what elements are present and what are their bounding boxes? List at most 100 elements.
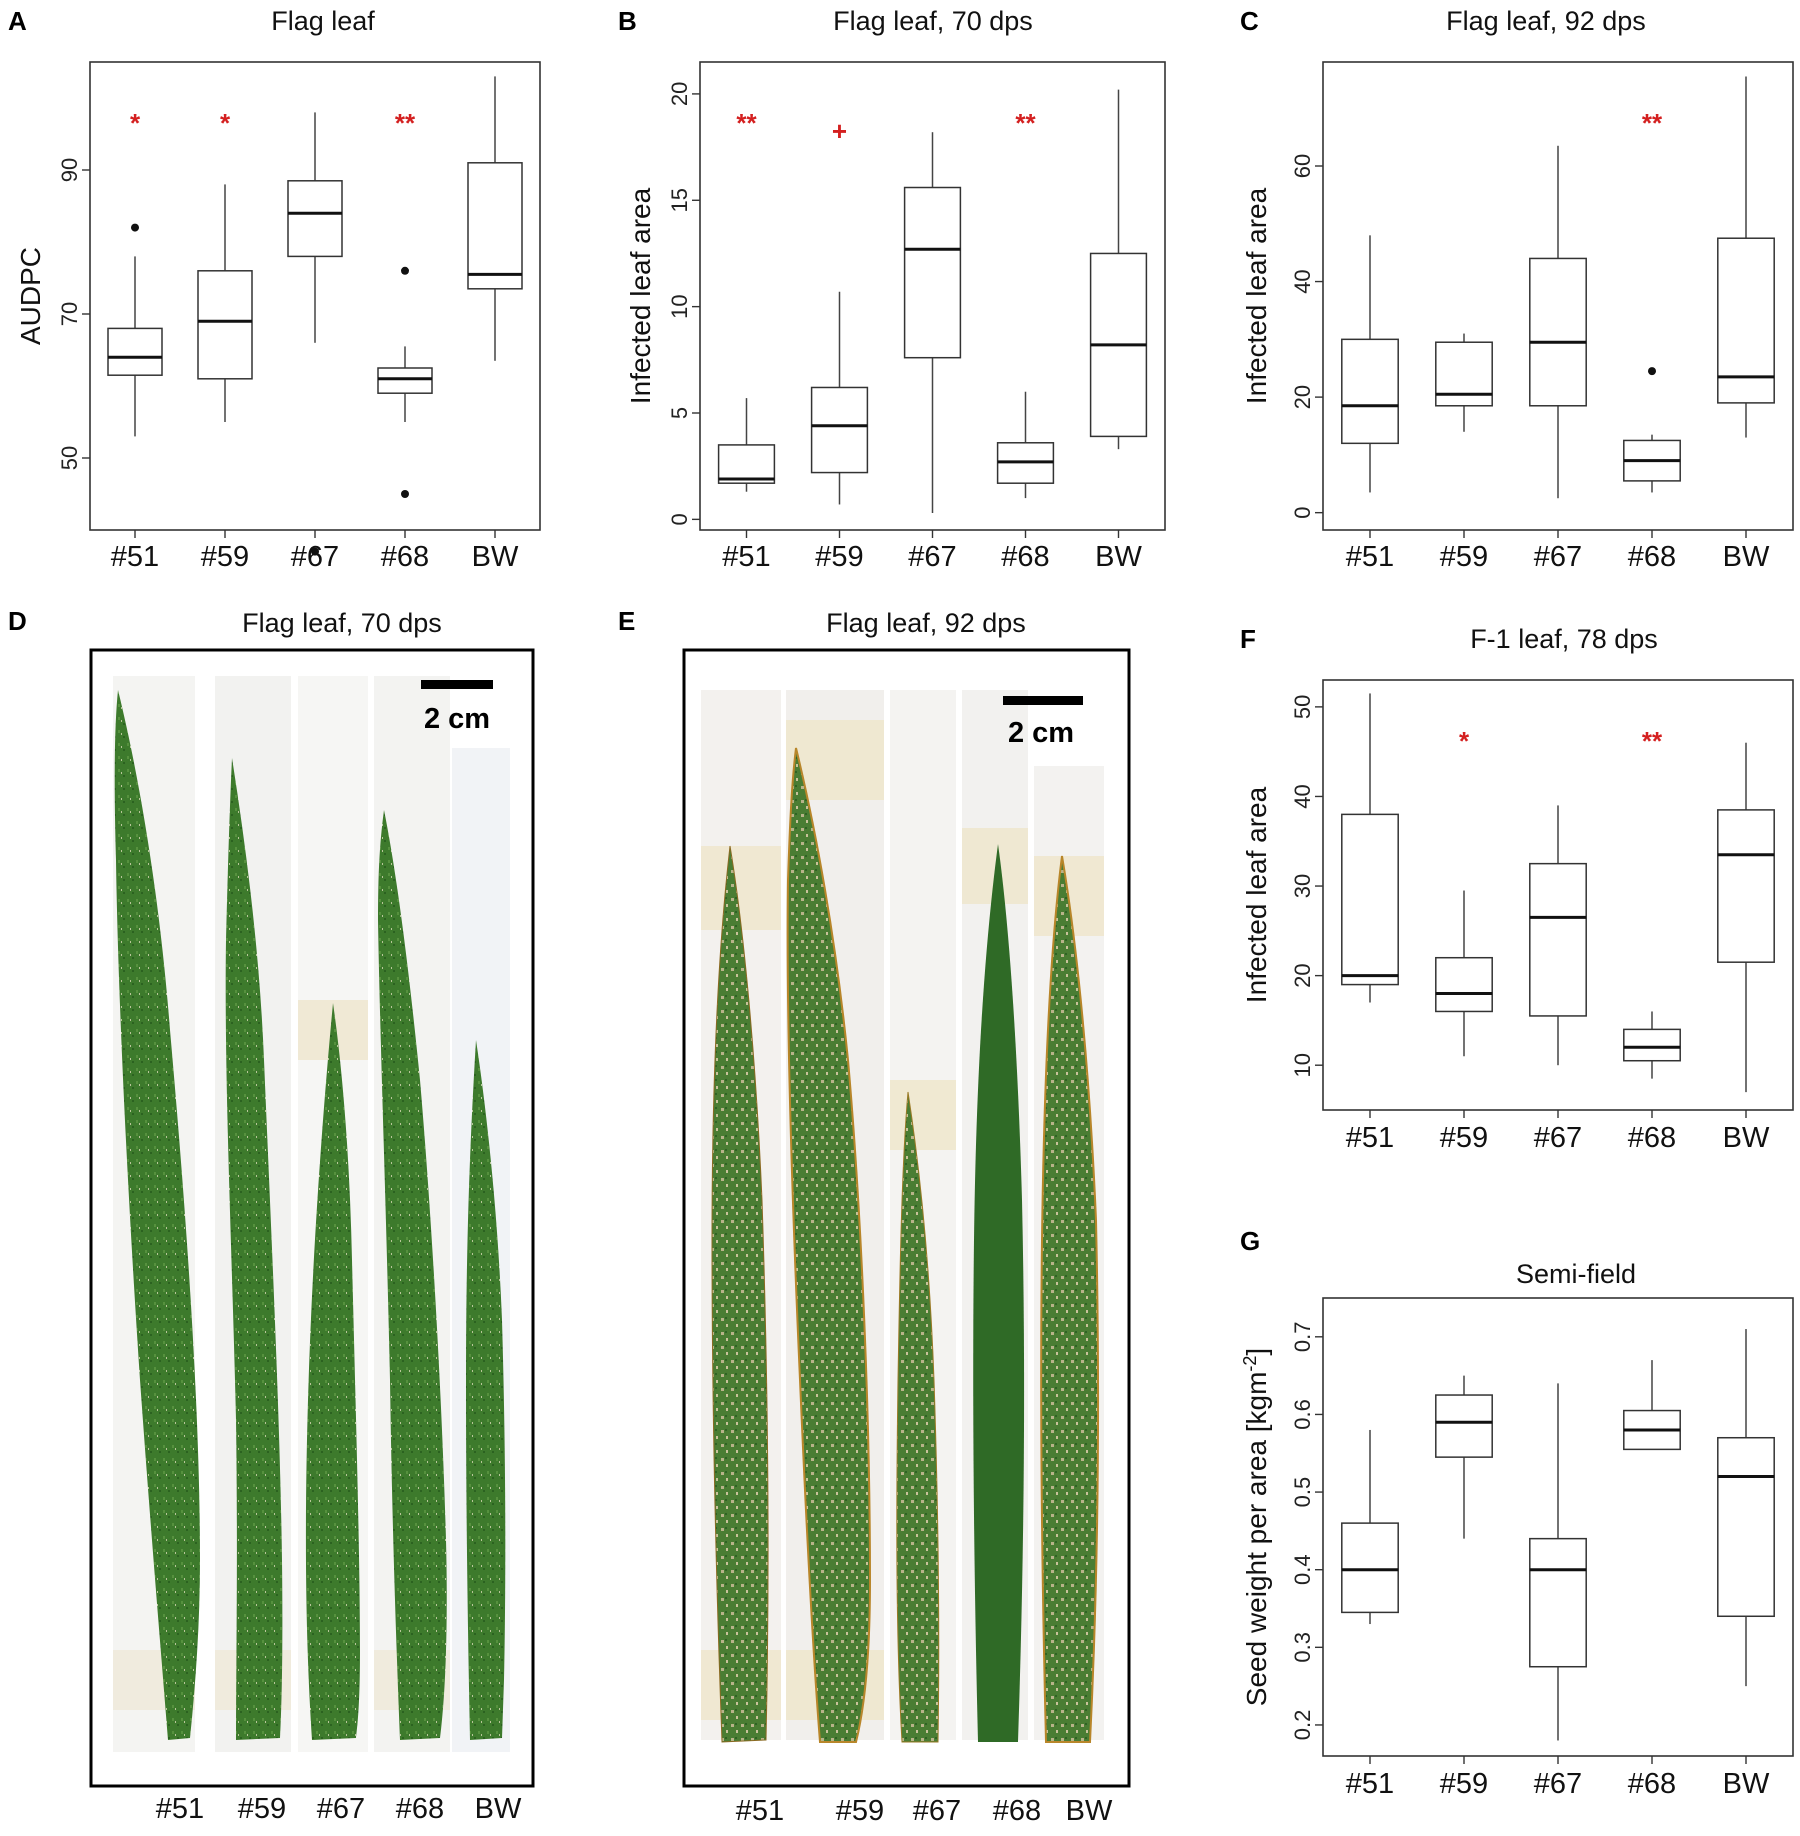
box xyxy=(810,386,869,474)
y-tick-label: 0.4 xyxy=(1290,1554,1315,1585)
panel-e-photo: E Flag leaf, 92 dps 2 cm #51 #59 #67 #68… xyxy=(618,606,1131,1827)
outlier-point xyxy=(401,266,409,275)
y-axis-label: Infected leaf area xyxy=(625,187,656,404)
box xyxy=(1623,1028,1681,1062)
y-tick-label: 20 xyxy=(667,82,692,106)
x-tick-label: #51 xyxy=(1346,1768,1394,1800)
scale-label: 2 cm xyxy=(424,703,490,735)
x-tick-label: #51 xyxy=(1346,541,1394,573)
x-tick-label: BW xyxy=(1723,1768,1770,1800)
y-axis-label: AUDPC xyxy=(15,247,46,345)
x-tick-label: #59 xyxy=(1440,1768,1488,1800)
box xyxy=(1435,341,1493,407)
panel-letter: E xyxy=(618,606,635,636)
tape xyxy=(701,846,781,930)
x-tick-label: BW xyxy=(472,541,519,573)
x-tick-label: #67 xyxy=(1534,1768,1582,1800)
leaf-51 xyxy=(711,845,769,1743)
box xyxy=(1341,1522,1399,1614)
plot-area: 0.2 0.3 0.4 0.5 0.6 0.7 Seed weight per area [… xyxy=(1240,1297,1794,1800)
tape xyxy=(890,1080,956,1150)
y-tick-label: 20 xyxy=(1290,385,1315,409)
box xyxy=(903,186,962,359)
significance-marker: ** xyxy=(1015,108,1036,138)
panel-letter: D xyxy=(8,606,27,636)
box xyxy=(467,162,523,290)
outlier-point xyxy=(131,223,139,232)
plot-area: 10 20 30 40 50 Infected leaf area #51 #59 * #67 #6… xyxy=(1241,679,1794,1154)
y-tick-label: 10 xyxy=(667,294,692,318)
x-tick-label: #68 xyxy=(1628,1768,1676,1800)
x-tick-label: #67 xyxy=(1534,541,1582,573)
photo-label: #59 xyxy=(238,1793,286,1825)
y-tick-label: 30 xyxy=(1290,874,1315,898)
y-tick-label: 60 xyxy=(1290,154,1315,178)
box xyxy=(287,180,343,258)
panel-c: C Flag leaf, 92 dps 0 20 40 60 Infected leaf… xyxy=(1240,6,1794,573)
y-tick-label: 40 xyxy=(1290,784,1315,808)
x-tick-label: #67 xyxy=(908,541,956,573)
photo-label: #51 xyxy=(156,1793,204,1825)
significance-marker: ** xyxy=(1642,726,1663,756)
significance-marker: * xyxy=(1459,726,1470,756)
x-tick-label: BW xyxy=(1095,541,1142,573)
panel-letter: F xyxy=(1240,624,1256,654)
plot-area: 0 5 10 15 20 Infected leaf area #51 ** #59 + #67 #6… xyxy=(625,61,1166,573)
box xyxy=(107,327,163,376)
photo-title: Flag leaf, 70 dps xyxy=(242,608,442,638)
photo-title: Flag leaf, 92 dps xyxy=(826,608,1026,638)
y-tick-label: 10 xyxy=(1290,1053,1315,1077)
panel-d-photo: D Flag leaf, 70 dps 2 cm #51 #59 #67 #68… xyxy=(8,606,535,1825)
box xyxy=(717,444,776,484)
photo-label: BW xyxy=(475,1793,522,1825)
plot-area: 0 20 40 60 Infected leaf area #51 #59 #67 #68 ** B… xyxy=(1241,61,1794,573)
chart-title: Flag leaf, 70 dps xyxy=(833,6,1033,36)
box xyxy=(1435,1394,1493,1458)
box xyxy=(1341,813,1399,986)
panel-a: A Flag leaf 50 70 90 AUDPC #51 * #59 * #67 #68 ** B… xyxy=(8,6,541,573)
leaf-59 xyxy=(786,747,872,1743)
photo-label: #67 xyxy=(317,1793,365,1825)
x-tick-label: #68 xyxy=(1001,541,1049,573)
y-tick-label: 5 xyxy=(667,407,692,419)
x-tick-label: #59 xyxy=(815,541,863,573)
photo-label: #59 xyxy=(836,1795,884,1827)
photo-label: BW xyxy=(1066,1795,1113,1827)
y-tick-label: 0.3 xyxy=(1290,1632,1315,1663)
photo-label: #51 xyxy=(736,1795,784,1827)
leaf-67 xyxy=(305,1003,360,1740)
outlier-point xyxy=(401,490,409,498)
y-tick-label: 70 xyxy=(57,302,82,326)
y-tick-label: 0.2 xyxy=(1290,1710,1315,1741)
significance-marker: ** xyxy=(736,108,757,138)
significance-marker: * xyxy=(130,108,141,138)
box xyxy=(1435,956,1493,1013)
box xyxy=(1717,809,1775,963)
scale-label: 2 cm xyxy=(1008,717,1074,749)
scale-bar xyxy=(1003,696,1083,705)
outlier-point xyxy=(311,547,319,556)
x-tick-label: BW xyxy=(1723,541,1770,573)
x-tick-label: #51 xyxy=(111,541,159,573)
y-tick-label: 20 xyxy=(1290,963,1315,987)
y-tick-label: 15 xyxy=(667,188,692,212)
significance-marker: ** xyxy=(1642,108,1663,138)
box xyxy=(377,367,433,394)
x-tick-label: #68 xyxy=(381,541,429,573)
x-tick-label: #59 xyxy=(1440,541,1488,573)
chart-title: Flag leaf xyxy=(271,6,375,36)
plot-area: 50 70 90 AUDPC #51 * #59 * #67 #68 ** BW xyxy=(15,61,541,573)
x-tick-label: #67 xyxy=(291,541,339,573)
photo-label: #67 xyxy=(913,1795,961,1827)
x-tick-label: #51 xyxy=(1346,1122,1394,1154)
photo-label: #68 xyxy=(993,1795,1041,1827)
y-tick-label: 0.6 xyxy=(1290,1399,1315,1430)
box xyxy=(197,270,253,380)
leaf-68 xyxy=(378,810,447,1740)
panel-letter: G xyxy=(1240,1226,1260,1256)
y-tick-label: 40 xyxy=(1290,269,1315,293)
y-tick-label: 90 xyxy=(57,158,82,182)
x-tick-label: #59 xyxy=(201,541,249,573)
leaf-51 xyxy=(114,690,200,1740)
